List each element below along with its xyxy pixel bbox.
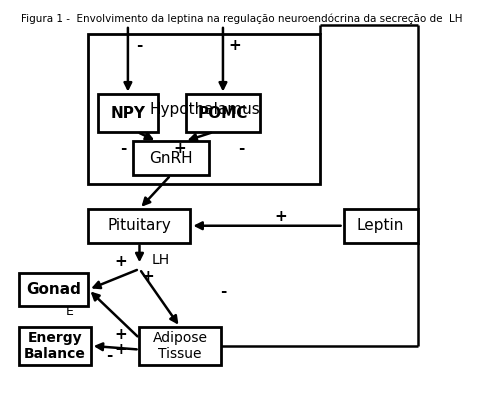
FancyBboxPatch shape bbox=[186, 94, 260, 132]
Text: Pituitary: Pituitary bbox=[108, 218, 171, 233]
Text: Figura 1 -  Envolvimento da leptina na regulação neuroendócrina da secreção de  : Figura 1 - Envolvimento da leptina na re… bbox=[21, 14, 462, 24]
FancyBboxPatch shape bbox=[88, 34, 320, 184]
Text: POMC: POMC bbox=[198, 106, 248, 120]
Text: NPY: NPY bbox=[111, 106, 145, 120]
FancyBboxPatch shape bbox=[140, 327, 221, 365]
Text: +: + bbox=[114, 342, 128, 357]
FancyBboxPatch shape bbox=[343, 209, 418, 243]
Text: Hypothalamus: Hypothalamus bbox=[149, 102, 260, 117]
Text: E: E bbox=[66, 305, 74, 318]
Text: GnRH: GnRH bbox=[149, 151, 193, 166]
Text: -: - bbox=[136, 38, 142, 53]
Text: +: + bbox=[114, 254, 128, 269]
Text: Energy
Balance: Energy Balance bbox=[24, 331, 86, 361]
Text: +: + bbox=[114, 327, 128, 342]
Text: -: - bbox=[238, 141, 245, 156]
Text: +: + bbox=[274, 209, 287, 224]
FancyBboxPatch shape bbox=[88, 209, 190, 243]
Text: +: + bbox=[174, 141, 186, 156]
Text: +: + bbox=[141, 269, 154, 284]
Text: -: - bbox=[106, 348, 113, 363]
Text: Leptin: Leptin bbox=[357, 218, 404, 233]
FancyBboxPatch shape bbox=[19, 327, 91, 365]
Text: Gonad: Gonad bbox=[26, 282, 81, 297]
FancyBboxPatch shape bbox=[132, 141, 209, 175]
Text: +: + bbox=[228, 38, 241, 53]
FancyBboxPatch shape bbox=[19, 273, 88, 307]
Text: LH: LH bbox=[151, 252, 170, 267]
Text: Adipose
Tissue: Adipose Tissue bbox=[153, 331, 208, 361]
FancyBboxPatch shape bbox=[98, 94, 158, 132]
Text: -: - bbox=[220, 284, 226, 299]
Text: -: - bbox=[120, 141, 127, 156]
